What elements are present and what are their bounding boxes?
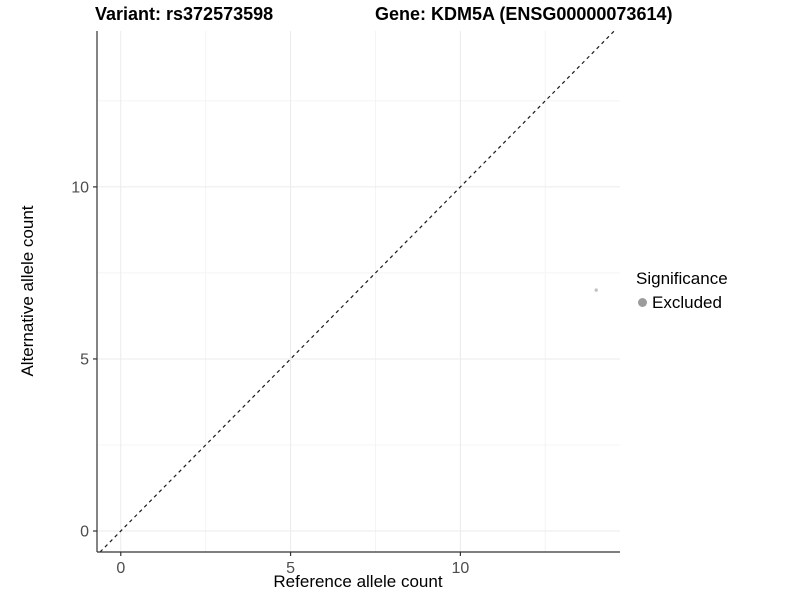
legend-item-excluded: Excluded <box>638 293 728 312</box>
identity-line <box>99 30 615 553</box>
x-tick-label: 5 <box>286 560 295 577</box>
x-tick-label: 10 <box>451 560 469 577</box>
x-axis-title: Reference allele count <box>273 572 443 591</box>
legend: Significance Excluded <box>636 269 728 312</box>
gene-title: Gene: KDM5A (ENSG00000073614) <box>375 4 673 24</box>
legend-title: Significance <box>636 269 728 288</box>
data-point <box>594 288 598 292</box>
x-tick-label: 0 <box>116 560 125 577</box>
variant-title: Variant: rs372573598 <box>95 4 274 24</box>
legend-item-label: Excluded <box>652 293 722 312</box>
y-tick-label: 5 <box>80 351 89 368</box>
y-axis-title: Alternative allele count <box>18 205 37 377</box>
legend-point-icon <box>638 298 647 307</box>
y-tick-label: 10 <box>71 179 89 196</box>
y-tick-label: 0 <box>80 524 89 541</box>
